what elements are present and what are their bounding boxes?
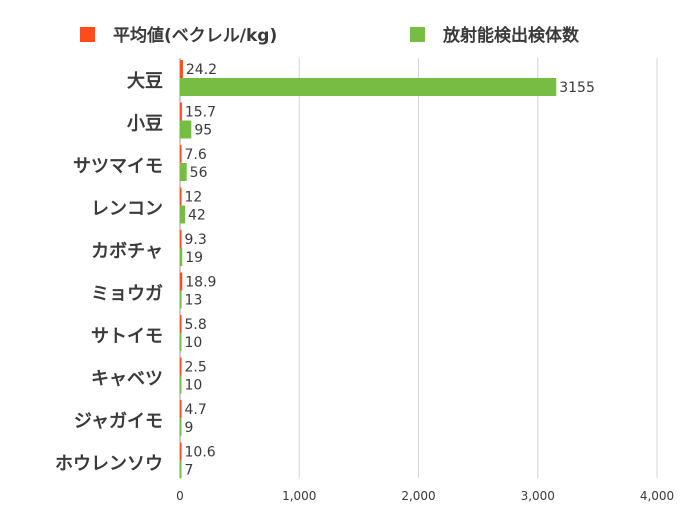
category-label: サツマイモ [73,156,163,177]
category-label: ミョウガ [91,284,163,305]
data-label-count: 42 [188,208,206,224]
data-label-count: 10 [185,378,203,394]
category-label: ジャガイモ [74,411,163,432]
bar-count [180,163,187,181]
x-tick-label: 2,000 [401,489,435,503]
bar-average [180,187,182,206]
data-label-count: 7 [185,463,194,479]
grid-lines [179,58,658,478]
bar-average [180,60,183,78]
legend-label-count: 放射能検出検体数 [442,25,580,46]
bar-average [180,315,182,333]
data-label-count: 13 [185,293,203,309]
bar-count [180,120,192,139]
category-label: キャベツ [91,369,163,390]
x-tick-label: 3,000 [521,489,555,503]
category-label: レンコン [91,199,163,220]
bar-count [180,460,182,479]
data-label-average: 7.6 [185,147,207,163]
data-label-count: 10 [185,335,203,351]
bar-count [180,248,183,266]
data-label-count: 3155 [559,80,595,96]
bars [180,60,557,479]
labels: 0 1,000 2,000 3,000 4,000 大豆 24.2 3155 小豆 15.7 95 サ… [55,62,674,503]
data-label-count: 19 [185,250,203,266]
category-label: 小豆 [127,114,163,135]
bar-count [180,290,182,309]
bar-average [180,230,182,248]
bar-average [180,400,182,418]
x-tick-label: 0 [176,489,184,503]
data-label-count: 9 [185,420,194,436]
bar-count [180,205,186,224]
legend: 平均値(ベクレル/kg) 放射能検出検体数 [80,25,580,46]
bar-average [180,102,182,121]
category-label: 大豆 [127,70,163,92]
bar-count [180,78,557,96]
data-label-count: 95 [194,123,212,139]
data-label-average: 18.9 [185,275,216,291]
legend-label-average: 平均値(ベクレル/kg) [113,25,277,46]
bar-average [180,272,183,291]
data-label-average: 12 [185,190,203,206]
data-label-average: 5.8 [185,317,207,333]
x-tick-label: 4,000 [640,489,674,503]
bar-average [180,145,182,163]
legend-swatch-average [80,27,95,42]
data-label-count: 56 [190,165,208,181]
data-label-average: 15.7 [185,105,216,121]
data-label-average: 10.6 [185,445,216,461]
x-tick-label: 1,000 [282,489,316,503]
data-label-average: 24.2 [186,62,217,78]
category-label: サトイモ [91,326,163,347]
data-label-average: 9.3 [185,232,207,248]
bar-count [180,375,182,394]
legend-swatch-count [410,27,425,42]
bar-count [180,418,182,436]
data-label-average: 2.5 [185,360,207,376]
bar-average [180,442,182,461]
bar-count [180,333,182,351]
category-label: カボチャ [91,241,163,262]
data-label-average: 4.7 [185,402,207,418]
bar-average [180,357,182,376]
category-label: ホウレンソウ [55,454,163,475]
